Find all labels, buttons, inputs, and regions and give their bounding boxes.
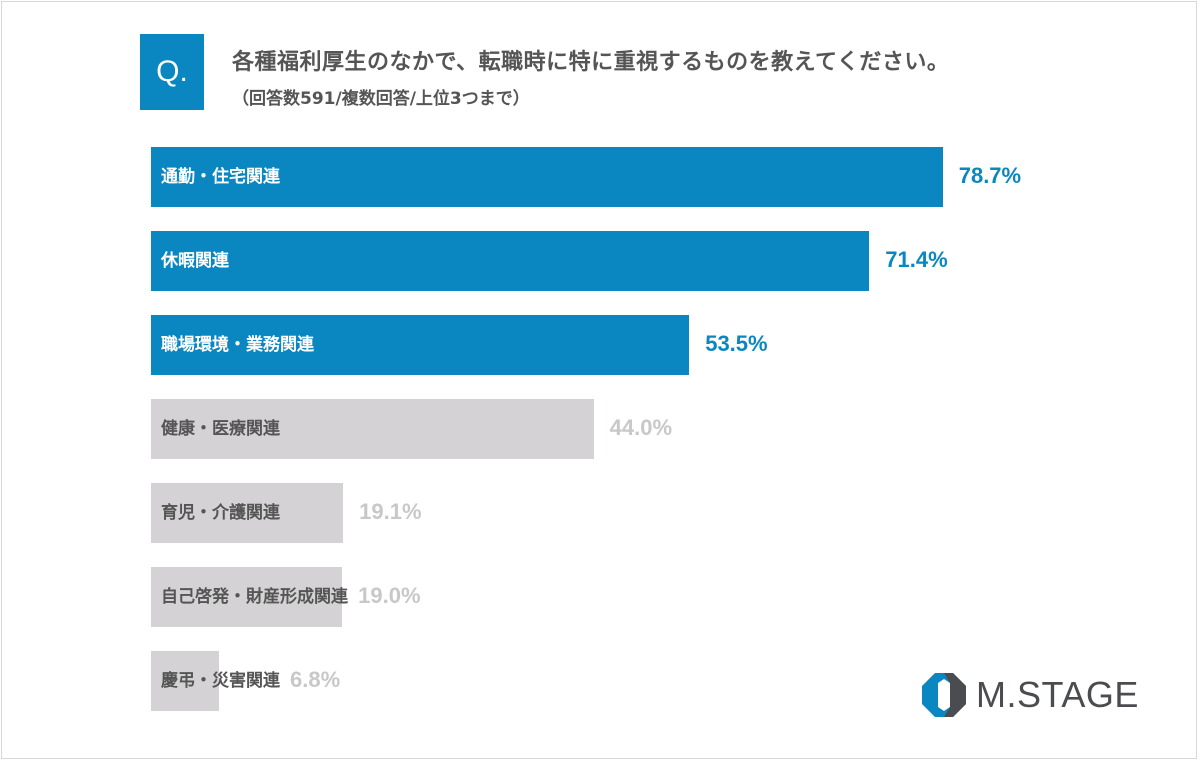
bar	[151, 651, 220, 711]
category-label: 慶弔・災害関連	[161, 671, 280, 691]
logo-text: M.STAGE	[976, 674, 1139, 715]
value-label: 71.4%	[885, 247, 948, 272]
question-badge: Q.	[140, 34, 204, 110]
category-label: 通勤・住宅関連	[161, 167, 280, 187]
category-label: 職場環境・業務関連	[161, 335, 314, 355]
bar	[151, 567, 343, 627]
value-label: 19.1%	[359, 499, 422, 524]
m-stage-logo: M.STAGE	[922, 673, 1139, 717]
bar	[151, 231, 870, 291]
value-label: 53.5%	[705, 331, 768, 356]
value-label: 6.8%	[290, 667, 341, 692]
bar	[151, 147, 943, 207]
category-label: 健康・医療関連	[161, 419, 280, 439]
value-label: 19.0%	[358, 583, 421, 608]
question-mark: Q.	[156, 55, 188, 88]
bar	[151, 399, 594, 459]
chart-title: 各種福利厚生のなかで、転職時に特に重視するものを教えてください。	[232, 50, 950, 75]
bar	[151, 483, 344, 543]
category-label: 休暇関連	[161, 251, 229, 271]
category-label: 自己啓発・財産形成関連	[161, 587, 348, 607]
bar	[151, 315, 690, 375]
category-label: 育児・介護関連	[161, 503, 280, 523]
chart-subtitle: （回答数591/複数回答/上位3つまで）	[232, 89, 530, 109]
logo-mark-icon	[922, 673, 966, 717]
value-label: 78.7%	[958, 163, 1022, 188]
value-label: 44.0%	[609, 415, 673, 440]
